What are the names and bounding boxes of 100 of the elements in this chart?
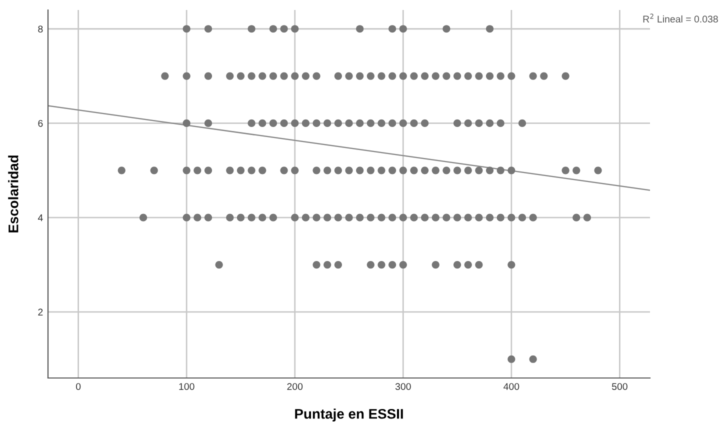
x-tick-label: 200 bbox=[287, 383, 303, 390]
point bbox=[508, 355, 516, 363]
point bbox=[312, 72, 320, 80]
point bbox=[475, 260, 483, 269]
point bbox=[345, 119, 353, 128]
x-tick-label: 400 bbox=[504, 383, 520, 390]
point bbox=[334, 166, 342, 174]
point bbox=[442, 214, 450, 222]
point bbox=[486, 214, 494, 222]
point bbox=[204, 72, 212, 80]
point bbox=[356, 166, 364, 174]
point bbox=[345, 72, 353, 80]
point bbox=[529, 214, 537, 222]
point bbox=[464, 214, 472, 222]
point bbox=[508, 166, 516, 174]
point bbox=[410, 72, 418, 80]
point bbox=[594, 166, 602, 174]
point bbox=[583, 214, 592, 222]
point bbox=[399, 119, 407, 128]
point bbox=[432, 72, 440, 80]
point bbox=[366, 72, 374, 80]
point bbox=[258, 166, 266, 174]
point bbox=[453, 166, 462, 174]
point bbox=[312, 214, 320, 222]
point bbox=[453, 214, 462, 222]
point bbox=[204, 25, 212, 33]
point bbox=[182, 214, 190, 222]
point bbox=[442, 72, 450, 80]
point bbox=[150, 166, 158, 174]
point bbox=[420, 214, 429, 222]
point bbox=[236, 72, 245, 80]
point bbox=[280, 119, 288, 128]
point bbox=[464, 72, 472, 80]
point bbox=[366, 119, 374, 128]
point bbox=[378, 260, 386, 269]
point bbox=[291, 25, 299, 33]
point bbox=[291, 119, 299, 128]
point bbox=[540, 72, 548, 80]
point bbox=[291, 72, 299, 80]
point bbox=[248, 119, 256, 128]
point bbox=[486, 166, 494, 174]
annotation: R$^{2}$ Lineal = 0.038 bbox=[643, 14, 718, 23]
point bbox=[269, 214, 278, 222]
point bbox=[378, 72, 386, 80]
point bbox=[453, 260, 462, 269]
y-tick-label: 8 bbox=[38, 26, 43, 32]
point bbox=[529, 72, 537, 80]
point bbox=[356, 119, 364, 128]
x-tick-label: 0 bbox=[76, 383, 81, 390]
point bbox=[378, 119, 386, 128]
point bbox=[324, 214, 332, 222]
point bbox=[312, 260, 320, 269]
point bbox=[324, 260, 332, 269]
y-axis-title: Escolaridad bbox=[8, 156, 18, 232]
point bbox=[302, 214, 310, 222]
point bbox=[453, 72, 462, 80]
point bbox=[464, 260, 472, 269]
point bbox=[204, 166, 212, 174]
point bbox=[312, 119, 320, 128]
point bbox=[529, 355, 537, 363]
point bbox=[388, 119, 396, 128]
point bbox=[486, 119, 494, 128]
point bbox=[518, 214, 526, 222]
point bbox=[562, 72, 570, 80]
point bbox=[366, 260, 374, 269]
point bbox=[334, 214, 342, 222]
point bbox=[496, 72, 504, 80]
point bbox=[269, 119, 278, 128]
point bbox=[388, 25, 396, 33]
point bbox=[194, 166, 202, 174]
point bbox=[366, 166, 374, 174]
point bbox=[432, 260, 440, 269]
point bbox=[269, 72, 278, 80]
x-tick-label: 500 bbox=[612, 383, 628, 390]
point bbox=[399, 25, 407, 33]
point bbox=[280, 25, 288, 33]
point bbox=[345, 166, 353, 174]
point bbox=[496, 119, 504, 128]
y-tick-label: 6 bbox=[38, 120, 43, 127]
x-tick-label: 300 bbox=[395, 383, 411, 390]
point bbox=[475, 119, 483, 128]
point bbox=[399, 260, 407, 269]
point bbox=[324, 166, 332, 174]
point bbox=[442, 25, 450, 33]
point bbox=[475, 166, 483, 174]
point bbox=[388, 214, 396, 222]
point bbox=[269, 25, 278, 33]
point bbox=[410, 166, 418, 174]
point bbox=[388, 72, 396, 80]
point bbox=[139, 214, 148, 222]
point bbox=[324, 119, 332, 128]
point bbox=[226, 214, 234, 222]
point bbox=[508, 214, 516, 222]
point bbox=[518, 119, 526, 128]
point bbox=[280, 166, 288, 174]
point bbox=[399, 72, 407, 80]
point bbox=[291, 214, 299, 222]
y-tick-label: 2 bbox=[38, 308, 43, 316]
point bbox=[496, 214, 504, 222]
point bbox=[345, 214, 353, 222]
